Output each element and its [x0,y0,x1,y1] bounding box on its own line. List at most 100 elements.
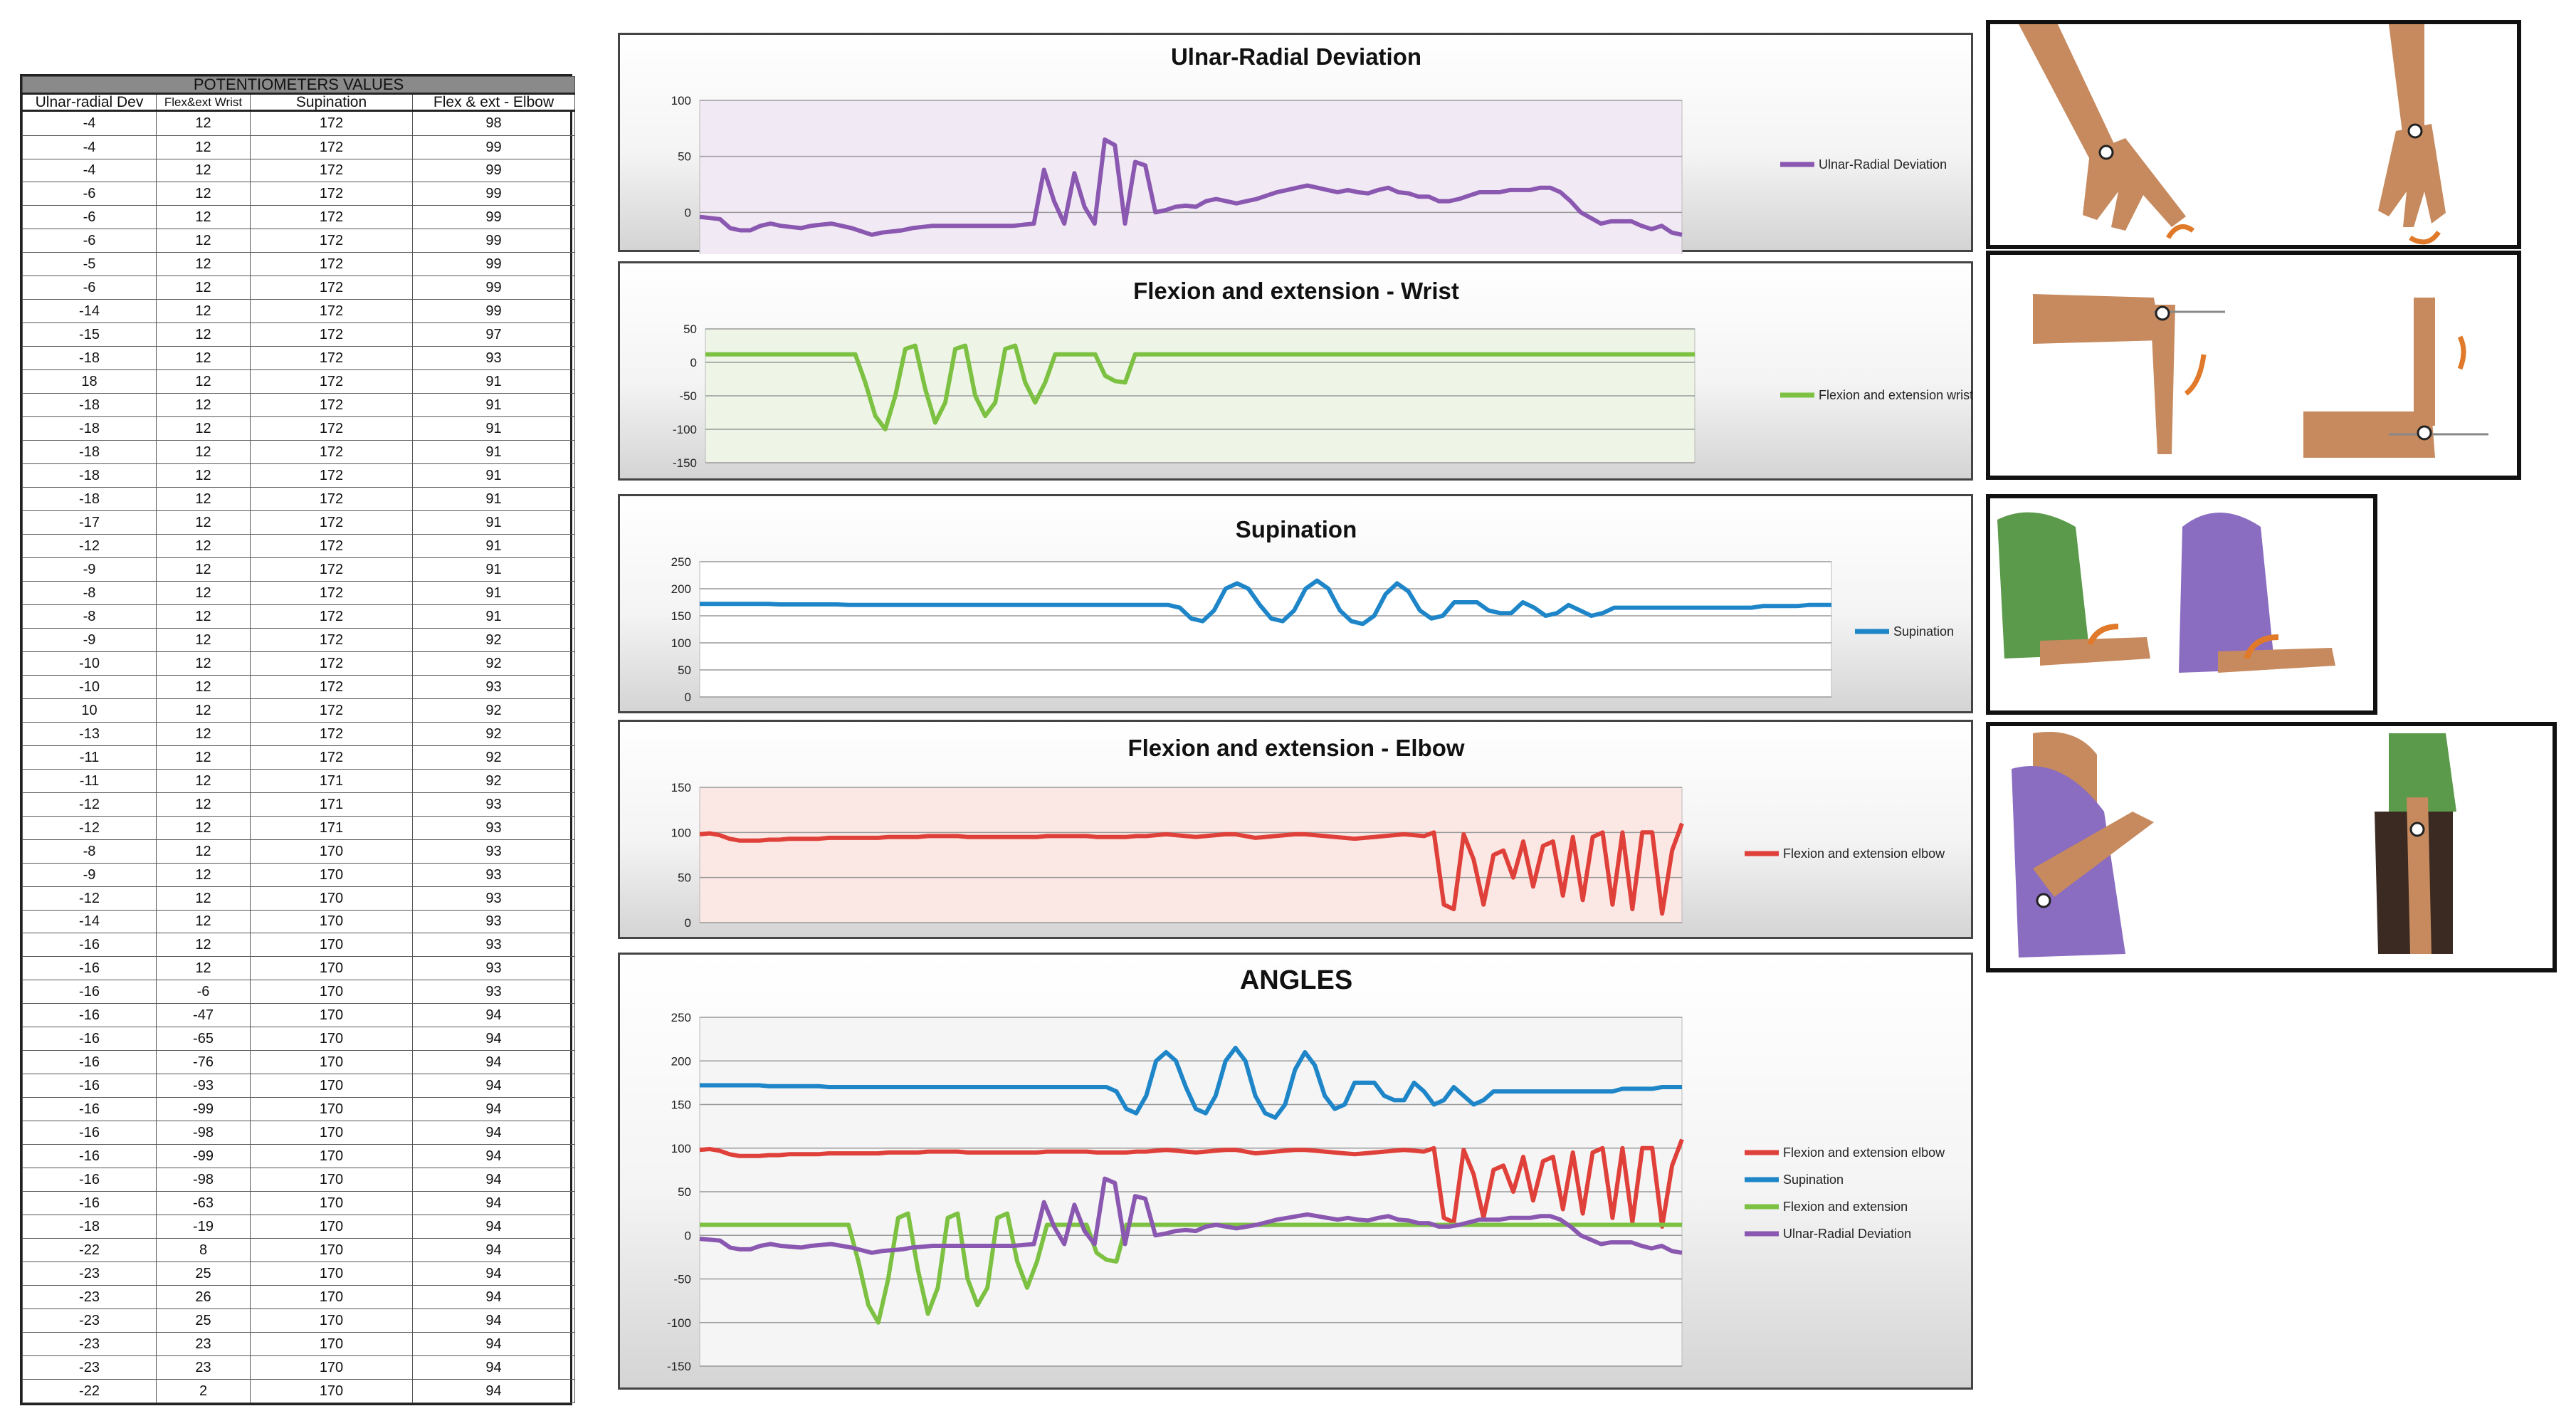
table-row: -15 12 172 97 [22,322,576,347]
table-cell: 170 [250,1238,413,1263]
table-cell: -98 [156,1168,251,1192]
table-cell: 172 [250,745,413,770]
y-tick-label: 0 [685,916,691,930]
plot-area [699,787,1683,923]
table-row: -4 12 172 99 [22,135,576,159]
elbow-flexion-extension-illustration [1986,722,2557,972]
table-cell: -16 [22,1097,157,1122]
table-cell: -9 [22,862,157,887]
table-row: -16 12 170 93 [22,933,576,958]
table-cell: 93 [411,346,576,371]
table-cell: -16 [22,980,157,1005]
table-row: -8 12 170 93 [22,839,576,864]
table-cell: 172 [250,182,413,206]
table-cell: 12 [156,745,251,770]
table-row: -18 12 172 91 [22,416,576,441]
table-cell: 8 [156,1238,251,1263]
series-line [700,1211,1682,1325]
y-tick-label: 0 [685,691,691,704]
table-cell: 172 [250,229,413,253]
table-row: -9 12 170 93 [22,862,576,887]
table-cell: -22 [22,1238,157,1263]
table-cell: 172 [250,674,413,699]
table-cell: 99 [411,135,576,159]
table-cell: -18 [22,393,157,418]
legend-label: Flexion and extension elbow [1783,1145,1945,1160]
table-cell: 172 [250,369,413,394]
table-cell: 170 [250,1261,413,1286]
y-tick-label: -100 [673,423,697,436]
table-row: -8 12 172 91 [22,604,576,629]
table-cell: 93 [411,956,576,981]
table-cell: 94 [411,1027,576,1051]
table-cell: 18 [22,369,157,394]
legend-label: Supination [1783,1173,1844,1187]
y-tick-label: 50 [678,663,691,677]
table-cell: 99 [411,158,576,183]
chart-title: Ulnar-Radial Deviation [1171,43,1421,70]
y-tick-label: 100 [671,636,691,650]
table-cell: 170 [250,1027,413,1051]
table-cell: 91 [411,510,576,535]
table-row: -18 12 172 93 [22,346,576,371]
table-cell: 170 [250,956,413,981]
table-row: -14 12 170 93 [22,909,576,934]
y-tick-label: -150 [667,1360,691,1373]
table-row: -18 12 172 91 [22,393,576,418]
y-tick-label: 100 [671,1142,691,1155]
table-cell: 172 [250,651,413,676]
table-cell: 12 [156,909,251,934]
table-cell: 94 [411,1285,576,1309]
table-row: -5 12 172 99 [22,252,576,277]
table-cell: -6 [22,229,157,253]
table-row: -6 12 172 99 [22,205,576,230]
table-cell: 94 [411,1074,576,1098]
table-cell: -5 [22,252,157,277]
table-cell: 23 [156,1331,251,1356]
table-cell: 12 [156,862,251,887]
table-cell: 12 [156,580,251,605]
table-cell: -11 [22,745,157,770]
y-tick-label: 50 [683,322,697,336]
table-row: -16 -63 170 94 [22,1191,576,1216]
table-cell: 12 [156,369,251,394]
chart-panel-supination: Supination 0 50 100 150 200 250 Supination [618,494,1973,713]
table-cell: -8 [22,604,157,629]
table-cell: 172 [250,557,413,582]
table-cell: 12 [156,182,251,206]
table-cell: 171 [250,792,413,817]
table-cell: 12 [156,956,251,981]
table-cell: 170 [250,1331,413,1356]
y-tick-label: 50 [678,1185,691,1199]
table-cell: 98 [411,110,576,136]
table-cell: -13 [22,721,157,746]
table-cell: -47 [156,1003,251,1028]
col-header-supination: Supination [250,93,413,112]
table-cell: -6 [22,276,157,300]
table-row: -6 12 172 99 [22,229,576,253]
table-cell: 12 [156,252,251,277]
table-cell: 12 [156,651,251,676]
table-cell: 94 [411,1331,576,1356]
table-cell: 170 [250,1215,413,1239]
table-row: -12 12 170 93 [22,886,576,911]
table-cell: -18 [22,463,157,488]
col-header-elbow: Flex & ext - Elbow [411,93,576,112]
table-row: -18 12 172 91 [22,440,576,465]
y-tick-label: 200 [671,1054,691,1068]
table-cell: 12 [156,815,251,840]
wrist-flexion-extension-illustration [1986,251,2521,480]
table-cell: 172 [250,276,413,300]
table-row: -8 12 172 91 [22,580,576,605]
table-cell: 170 [250,1144,413,1169]
table-row: -23 23 170 94 [22,1331,576,1356]
table-row: -12 12 171 93 [22,815,576,840]
chart-title: Supination [1236,516,1357,542]
table-row: -6 12 172 99 [22,276,576,300]
table-cell: -8 [22,580,157,605]
table-cell: 94 [411,1308,576,1333]
table-cell: 12 [156,205,251,230]
table-cell: 92 [411,651,576,676]
table-cell: 97 [411,322,576,347]
table-cell: 99 [411,252,576,277]
